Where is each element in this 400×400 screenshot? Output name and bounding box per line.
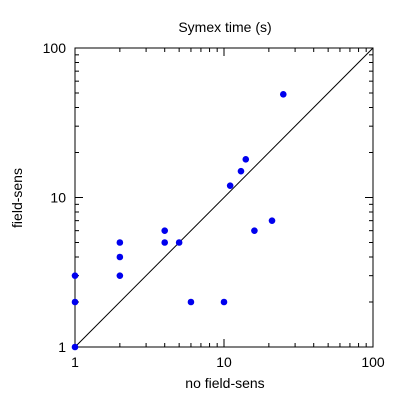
data-point [279, 91, 287, 98]
data-point [251, 227, 258, 234]
data-point [116, 239, 124, 246]
data-point [268, 217, 276, 224]
data-point [71, 298, 79, 306]
data-point [71, 343, 79, 351]
data-point [237, 167, 245, 175]
x-tick-label: 10 [216, 354, 232, 370]
data-point [161, 239, 169, 246]
y-tick-label: 10 [50, 190, 66, 206]
plot-area: 1 10 100 1 10 100 [43, 40, 385, 370]
data-point [116, 253, 124, 261]
data-point [161, 227, 169, 234]
data-point [220, 298, 228, 306]
data-point [116, 272, 124, 279]
reference-line [74, 47, 374, 348]
data-point [226, 182, 234, 189]
y-axis-label: field-sens [9, 168, 25, 228]
y-tick-label: 100 [43, 40, 67, 56]
data-point [71, 272, 79, 279]
x-tick-label: 1 [71, 354, 79, 370]
y-tick-label: 1 [58, 339, 66, 355]
x-tick-label: 100 [361, 354, 385, 370]
data-point [242, 156, 250, 163]
chart-title: Symex time (s) [178, 19, 271, 35]
data-point [187, 298, 195, 306]
x-axis-label: no field-sens [185, 375, 264, 391]
data-point [175, 239, 183, 246]
